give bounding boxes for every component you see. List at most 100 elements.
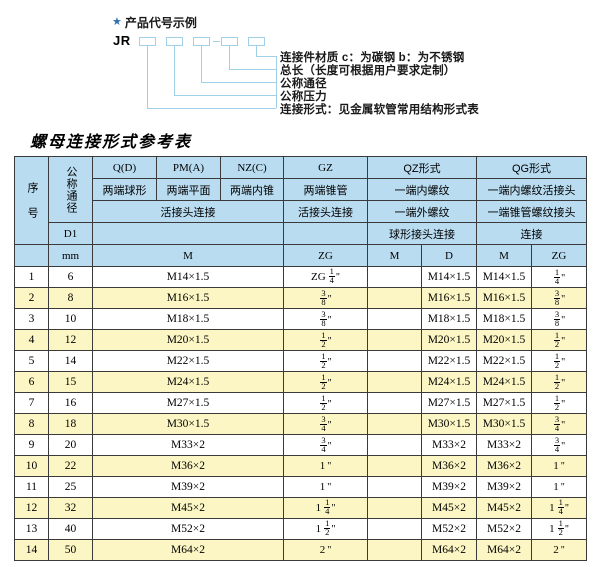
code-box-nominal-pressure: [166, 37, 183, 46]
inch-symbol: ": [564, 523, 569, 535]
table-row: 3 10 M18×1.5 3 8 " M18×1.5 M18×1.5 3 8 ": [14, 308, 587, 330]
cell-qg-zg: 1 2 ": [531, 392, 587, 414]
cell-qg-zg: 1 ": [531, 476, 587, 498]
cell-qz-m: [367, 539, 422, 561]
cell-thread-m: M18×1.5: [92, 308, 284, 330]
cell-qz-m: [367, 518, 422, 540]
cell-qz-d: M52×2: [421, 518, 477, 540]
cell-qg-m: M45×2: [476, 497, 532, 519]
cell-thread-m: M39×2: [92, 476, 284, 498]
size-whole: 1: [553, 481, 559, 493]
header-connection-qz: 一端外螺纹: [367, 200, 477, 223]
cell-qg-m: M20×1.5: [476, 329, 532, 351]
cell-qg-m: M33×2: [476, 434, 532, 456]
header-row-units: mm M ZG M D M ZG: [14, 244, 587, 267]
cell-qz-d: M20×1.5: [421, 329, 477, 351]
inch-symbol: ": [561, 378, 566, 389]
header-unit-qg-zg: ZG: [531, 244, 587, 267]
fraction-denominator: 2: [554, 360, 560, 370]
size-whole: 1: [549, 523, 555, 535]
header-nominal-diameter: 公称通径: [48, 156, 93, 223]
inch-symbol: ": [561, 315, 566, 326]
leader-line-material-vertical: [256, 46, 257, 56]
header-group-code-gz: GZ: [283, 156, 368, 179]
header-connection-qpmnz: 活接头连接: [92, 200, 284, 223]
inch-symbol: ": [327, 294, 332, 305]
size-whole: 1: [319, 460, 326, 472]
cell-qz-d: M33×2: [421, 434, 477, 456]
leader-line-diameter-horizontal: [201, 82, 276, 83]
cell-sequence: 7: [14, 392, 49, 414]
cell-gz-zg: 1 2 ": [283, 350, 368, 372]
fraction-numerator: 1: [320, 330, 327, 341]
cell-thread-m: M36×2: [92, 455, 284, 477]
cell-sequence: 6: [14, 371, 49, 393]
cell-sequence: 11: [14, 476, 49, 498]
size-whole: 1: [315, 502, 322, 514]
header-ballhead-qz: 球形接头连接: [367, 222, 477, 245]
cell-qz-d: M30×1.5: [421, 413, 477, 435]
header-unit-mm: mm: [48, 244, 93, 267]
fraction-denominator: 8: [321, 297, 326, 307]
inch-symbol: ": [561, 420, 566, 431]
header-unit-qg-m: M: [476, 244, 532, 267]
annotation-connection-type: 连接形式：见金属软管常用结构形式表: [280, 104, 479, 116]
header-connection-qg: 一端锥管螺纹接头: [476, 200, 587, 223]
cell-sequence: 1: [14, 266, 49, 288]
cell-qz-m: [367, 497, 422, 519]
header-unit-empty-seq: [14, 244, 49, 267]
leader-line-length-horizontal: [229, 69, 276, 70]
cell-qg-zg: 3 4 ": [531, 413, 587, 435]
inch-symbol: ": [327, 378, 332, 389]
fraction-numerator: 3: [320, 414, 327, 425]
inch-symbol: ": [327, 357, 332, 368]
cell-thread-m: M64×2: [92, 539, 284, 561]
fraction-numerator: 1: [328, 265, 335, 277]
nut-connection-spec-table: 序 号 公称通径 Q(D) PM(A) NZ(C) GZ QZ形式 QG形式 两…: [14, 156, 587, 561]
table-row: 5 14 M22×1.5 1 2 " M22×1.5 M22×1.5 1 2 ": [14, 350, 587, 372]
cell-gz-zg: 3 4 ": [283, 413, 368, 435]
code-box-total-length: [221, 37, 238, 46]
cell-nominal-diameter: 6: [48, 266, 93, 288]
cell-sequence: 10: [14, 455, 49, 477]
table-row: 4 12 M20×1.5 1 2 " M20×1.5 M20×1.5 1 2 ": [14, 329, 587, 351]
fraction-numerator: 1: [324, 496, 331, 508]
cell-qz-m: [367, 413, 422, 435]
cell-gz-zg: 3 8 ": [283, 308, 368, 330]
cell-qg-m: M16×1.5: [476, 287, 532, 309]
cell-qz-d: M24×1.5: [421, 371, 477, 393]
fraction-denominator: 2: [321, 360, 326, 370]
cell-thread-m: M30×1.5: [92, 413, 284, 435]
cell-qg-zg: 1 2 ": [531, 350, 587, 372]
cell-qz-d: M18×1.5: [421, 308, 477, 330]
cell-qz-m: [367, 350, 422, 372]
inch-symbol: ": [327, 336, 332, 347]
header-group-code-nzc: NZ(C): [220, 156, 284, 179]
cell-nominal-diameter: 15: [48, 371, 93, 393]
cell-qg-m: M52×2: [476, 518, 532, 540]
cell-gz-zg: 1 2 ": [283, 392, 368, 414]
cell-qg-zg: 1 2 ": [531, 371, 587, 393]
fraction-denominator: 4: [329, 274, 334, 285]
cell-thread-m: M24×1.5: [92, 371, 284, 393]
fraction-denominator: 2: [554, 339, 560, 349]
cell-sequence: 8: [14, 413, 49, 435]
cell-nominal-diameter: 18: [48, 413, 93, 435]
header-endform-qg: 一端内螺纹活接头: [476, 178, 587, 201]
cell-qg-zg: 3 8 ": [531, 287, 587, 309]
fraction-numerator: 3: [320, 435, 327, 446]
fraction-numerator: 3: [553, 414, 561, 425]
inch-symbol: ": [561, 273, 566, 284]
cell-qz-m: [367, 287, 422, 309]
size-whole: 2: [319, 544, 326, 556]
